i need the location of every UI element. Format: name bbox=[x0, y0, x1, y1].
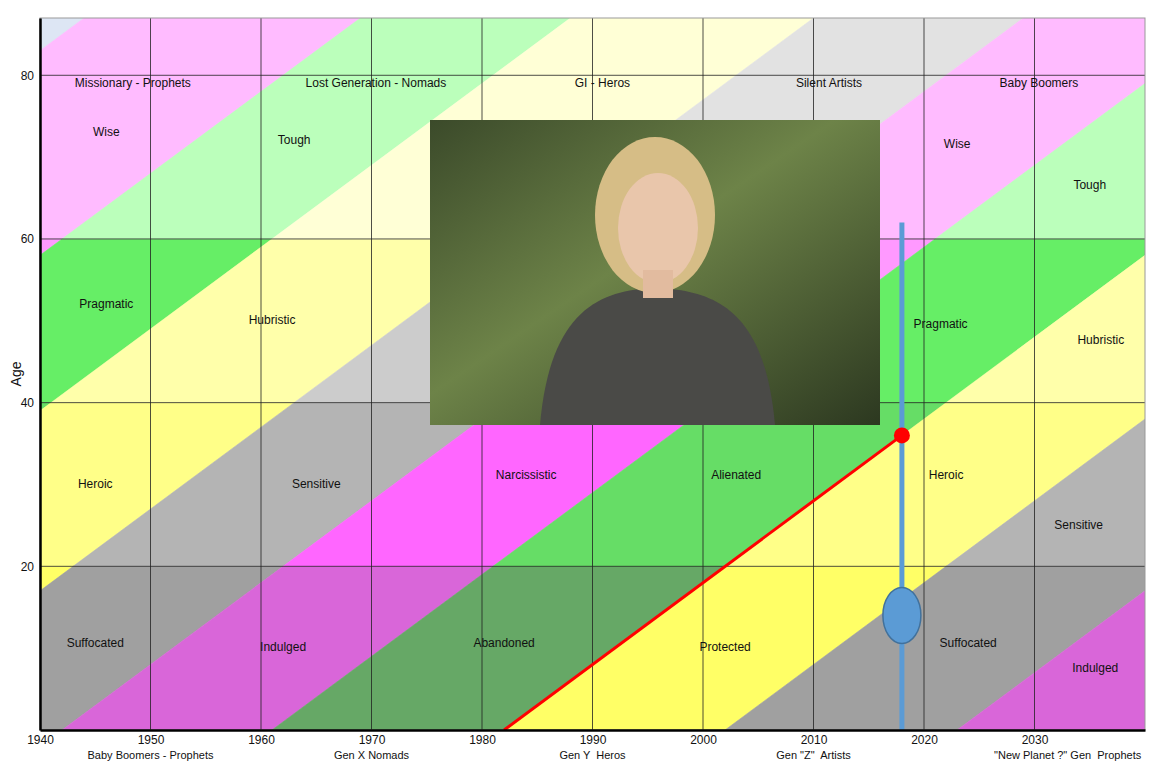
x-tick: 1980 bbox=[469, 730, 496, 747]
x-tick: 2010 bbox=[801, 730, 828, 747]
generation-captions: Baby Boomers - Prophets Gen X Nomads Gen Y… bbox=[88, 749, 1142, 761]
stage-label: Suffocated bbox=[940, 636, 997, 650]
stage-label: Heroic bbox=[929, 468, 964, 482]
stage-label: Wise bbox=[93, 125, 120, 139]
x-tick-label: 2020 bbox=[911, 733, 938, 747]
x-tick-label: 1960 bbox=[248, 733, 275, 747]
bands bbox=[40, 18, 1145, 730]
generation-band bbox=[935, 18, 1145, 239]
x-tick-label: 1950 bbox=[138, 733, 165, 747]
photo-background bbox=[430, 120, 880, 425]
x-tick-label: 1990 bbox=[580, 733, 607, 747]
x-tick: 2030 bbox=[1022, 730, 1049, 747]
x-axis-line bbox=[41, 729, 1146, 732]
x-tick: 1960 bbox=[248, 730, 275, 747]
stage-label: Tough bbox=[278, 133, 311, 147]
grid-line bbox=[371, 18, 372, 730]
grid-line bbox=[40, 18, 41, 730]
stage-label: Protected bbox=[699, 640, 750, 654]
y-axis-title: Age bbox=[8, 361, 24, 386]
generation-caption: Gen Y Heros bbox=[559, 749, 626, 761]
stage-label: Hubristic bbox=[1077, 333, 1124, 347]
photo-coat bbox=[540, 288, 775, 425]
stage-label: Pragmatic bbox=[914, 317, 968, 331]
stage-label: Sensitive bbox=[1054, 518, 1103, 532]
series-point bbox=[894, 427, 910, 443]
y-tick: 20 bbox=[21, 560, 40, 574]
stage-label: Sensitive bbox=[292, 477, 341, 491]
series-line bbox=[504, 435, 902, 730]
grid-line bbox=[924, 18, 925, 730]
grid bbox=[40, 18, 1145, 730]
chart: Wise Tough Pragmatic Hubristic Heroic Sensiti… bbox=[0, 0, 1149, 767]
stage-label: Pragmatic bbox=[79, 297, 133, 311]
stage-label: Tough bbox=[1073, 178, 1106, 192]
stage-label: Narcissistic bbox=[496, 468, 557, 482]
stage-label: Abandoned bbox=[473, 636, 534, 650]
x-tick: 1940 bbox=[27, 730, 54, 747]
x-tick: 2000 bbox=[690, 730, 717, 747]
generation-band bbox=[946, 239, 1145, 403]
x-tick-label: 2030 bbox=[1022, 733, 1049, 747]
grid-line bbox=[40, 566, 1145, 567]
stage-label: Heroic bbox=[78, 477, 113, 491]
x-tick-label: 1970 bbox=[359, 733, 386, 747]
x-tick-label: 2010 bbox=[801, 733, 828, 747]
generation-name: GI - Heros bbox=[575, 76, 630, 90]
x-axis: 1940 1950 1960 1970 1980 1990 2000 2010 2020 2030 bbox=[27, 730, 1145, 747]
stage-label: Hubristic bbox=[249, 313, 296, 327]
generation-caption: Gen "Z" Artists bbox=[776, 749, 851, 761]
x-tick-label: 2000 bbox=[690, 733, 717, 747]
y-tick-label: 40 bbox=[21, 396, 35, 410]
grid-line bbox=[261, 18, 262, 730]
y-tick: 60 bbox=[21, 232, 40, 246]
x-tick-label: 1940 bbox=[27, 733, 54, 747]
generation-name: Baby Boomers bbox=[1000, 76, 1079, 90]
stage-label: Indulged bbox=[260, 640, 306, 654]
photo-face bbox=[618, 173, 698, 283]
grid-line bbox=[150, 18, 151, 730]
photo bbox=[430, 120, 880, 425]
series bbox=[504, 223, 921, 730]
y-tick-label: 60 bbox=[21, 232, 35, 246]
plot-frame bbox=[40, 18, 1145, 730]
series-line bbox=[899, 223, 904, 730]
generation-caption: "New Planet ?" Gen Prophets bbox=[994, 749, 1142, 761]
generation-band bbox=[946, 403, 1145, 567]
stage-label: Wise bbox=[944, 137, 971, 151]
y-tick-label: 80 bbox=[21, 69, 35, 83]
generation-names: Missionary - Prophets Lost Generation - N… bbox=[75, 76, 1078, 90]
series-point bbox=[883, 587, 921, 643]
grid-line bbox=[1034, 18, 1035, 730]
generation-caption: Gen X Nomads bbox=[334, 749, 410, 761]
photo-neck bbox=[643, 270, 673, 298]
stage-label: Alienated bbox=[711, 468, 761, 482]
x-tick: 1950 bbox=[138, 730, 165, 747]
generation-name: Missionary - Prophets bbox=[75, 76, 191, 90]
x-tick-label: 1980 bbox=[469, 733, 496, 747]
y-axis-line bbox=[39, 19, 42, 731]
stage-label: Indulged bbox=[1072, 661, 1118, 675]
stage-label: Suffocated bbox=[67, 636, 124, 650]
x-tick: 2020 bbox=[911, 730, 938, 747]
stage-labels: Wise Tough Pragmatic Hubristic Heroic Sensiti… bbox=[67, 125, 1124, 675]
x-tick: 1970 bbox=[359, 730, 386, 747]
y-tick: 40 bbox=[21, 396, 40, 410]
generation-name: Silent Artists bbox=[796, 76, 862, 90]
photo-hair bbox=[595, 137, 715, 293]
y-tick: 80 bbox=[21, 69, 40, 83]
x-tick: 1990 bbox=[580, 730, 607, 747]
generation-caption: Baby Boomers - Prophets bbox=[88, 749, 214, 761]
generation-name: Lost Generation - Nomads bbox=[306, 76, 447, 90]
y-tick-label: 20 bbox=[21, 560, 35, 574]
